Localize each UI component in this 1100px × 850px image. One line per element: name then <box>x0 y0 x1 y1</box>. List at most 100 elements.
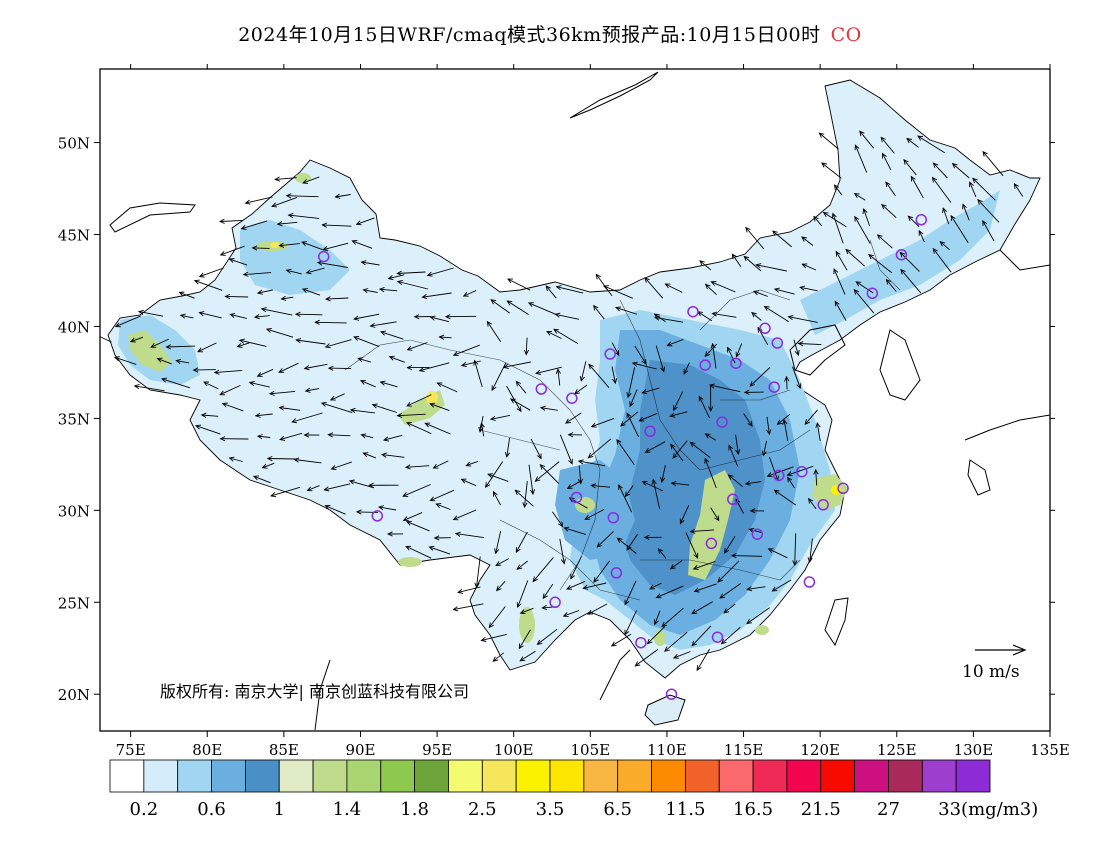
wind-arrow-head <box>256 289 263 295</box>
wind-arrow-head <box>428 545 435 551</box>
wind-arrow-head <box>301 288 308 294</box>
wind-arrow-head <box>378 286 385 293</box>
wind-arrow-head <box>175 358 182 364</box>
wind-arrow-shaft <box>611 366 616 384</box>
wind-arrow-head <box>329 395 336 401</box>
wind-arrow-shaft <box>457 586 481 593</box>
wind-arrow-head <box>614 350 620 357</box>
wind-arrow-shaft <box>627 367 636 398</box>
wind-arrow-head <box>577 478 584 485</box>
wind-arrow-head <box>179 313 186 319</box>
wind-arrow-head <box>274 176 281 182</box>
wind-arrow-head <box>831 212 837 219</box>
wind-arrow-shaft <box>525 337 528 355</box>
legend-swatch <box>718 759 754 793</box>
blue-zone-sichuan <box>555 460 635 560</box>
wind-arrow-head <box>536 639 543 646</box>
station-marker <box>895 248 908 261</box>
wind-arrow-head <box>320 401 327 407</box>
wind-arrow-shaft <box>325 505 346 515</box>
wind-arrow-head <box>515 380 521 387</box>
wind-arrow-shaft <box>331 461 353 470</box>
wind-arrow-shaft <box>518 629 531 649</box>
wind-arrow-shaft <box>717 560 740 583</box>
wind-arrow-head <box>907 215 914 222</box>
wind-reference: 10 m/s <box>962 644 1027 682</box>
wind-arrow-head <box>691 640 697 647</box>
station-marker <box>610 567 623 579</box>
legend-label: 11.5 <box>665 799 705 820</box>
wind-arrow-head <box>519 656 526 662</box>
wind-arrow-shaft <box>611 342 620 356</box>
wind-arrow-shaft <box>645 441 666 453</box>
wind-arrow-shaft <box>350 409 375 414</box>
wind-arrow-shaft <box>405 465 430 468</box>
legend-swatch <box>278 759 314 793</box>
wind-arrow-head <box>807 497 814 504</box>
wind-arrow-head <box>807 557 813 564</box>
wind-arrow-head <box>294 311 301 317</box>
wind-arrow-shaft <box>691 625 712 647</box>
wind-arrow-head <box>982 219 988 226</box>
x-tick-label: 75E <box>116 741 146 759</box>
wind-arrow-shaft <box>816 422 821 441</box>
wind-arrow-head <box>555 368 561 375</box>
wind-arrow-head <box>657 548 664 554</box>
wind-arrow-shaft <box>670 444 684 462</box>
wind-arrow-shaft <box>271 196 298 207</box>
wind-arrow-shaft <box>203 381 219 390</box>
wind-arrow-shaft <box>257 368 274 377</box>
wind-arrow-head <box>349 407 356 413</box>
wind-arrow-shaft <box>315 321 347 324</box>
wind-arrow-head <box>813 215 819 222</box>
wind-arrow-head <box>834 300 840 307</box>
wind-arrow-shaft <box>257 289 273 294</box>
legend-swatch <box>854 759 889 793</box>
station-marker <box>751 528 764 540</box>
wind-arrow-head <box>405 520 412 526</box>
hainan-outline <box>644 694 686 726</box>
wind-arrow-shaft <box>304 363 328 369</box>
wind-arrow-head <box>435 503 442 509</box>
wind-arrow-shaft <box>100 336 112 343</box>
wind-arrow-head <box>670 443 676 450</box>
wind-arrow-shaft <box>325 297 349 300</box>
wind-arrow-shaft <box>982 151 1004 177</box>
wind-arrow-head <box>254 412 261 418</box>
wind-arrow-shaft <box>496 580 506 591</box>
legend-swatch <box>955 759 991 793</box>
hotspot-urumqi-core <box>270 242 280 248</box>
legend-label: 1.4 <box>333 799 362 820</box>
wind-arrow-head <box>801 236 807 242</box>
wind-arrow-head <box>786 471 793 477</box>
wind-arrow-shaft <box>697 311 713 322</box>
wind-arrow-shaft <box>281 296 294 300</box>
wind-arrow-shaft <box>565 412 582 424</box>
wind-arrow-shaft <box>670 560 683 570</box>
x-tick-label: 120E <box>800 741 840 759</box>
wind-arrow-head <box>735 351 741 358</box>
wind-arrow-shaft <box>495 531 502 554</box>
wind-arrow-shaft <box>490 414 510 420</box>
wind-arrow-shaft <box>709 384 741 393</box>
wind-arrow-head <box>900 268 906 275</box>
wind-arrow-shaft <box>356 217 375 225</box>
wind-arrow-head <box>406 401 413 407</box>
wind-arrow-shaft <box>381 454 405 458</box>
wind-arrow-shaft <box>161 378 191 389</box>
wind-arrow-shaft <box>352 240 373 249</box>
wind-arrow-head <box>593 577 599 583</box>
wind-arrow-shaft <box>764 306 789 322</box>
wind-arrow-shaft <box>323 242 349 251</box>
vietnam-coast <box>314 649 631 731</box>
wind-arrow-head <box>495 561 502 567</box>
wind-arrow-head <box>587 609 594 615</box>
wind-arrow-head <box>479 422 485 429</box>
y-tick-label: 30N <box>58 502 90 520</box>
wind-arrow-head <box>421 294 428 300</box>
wind-arrow-head <box>672 653 679 659</box>
wind-arrow-shaft <box>685 532 699 559</box>
wind-arrow-head <box>862 208 868 215</box>
wind-arrow-head <box>492 656 499 662</box>
wind-arrow-head <box>723 608 730 614</box>
